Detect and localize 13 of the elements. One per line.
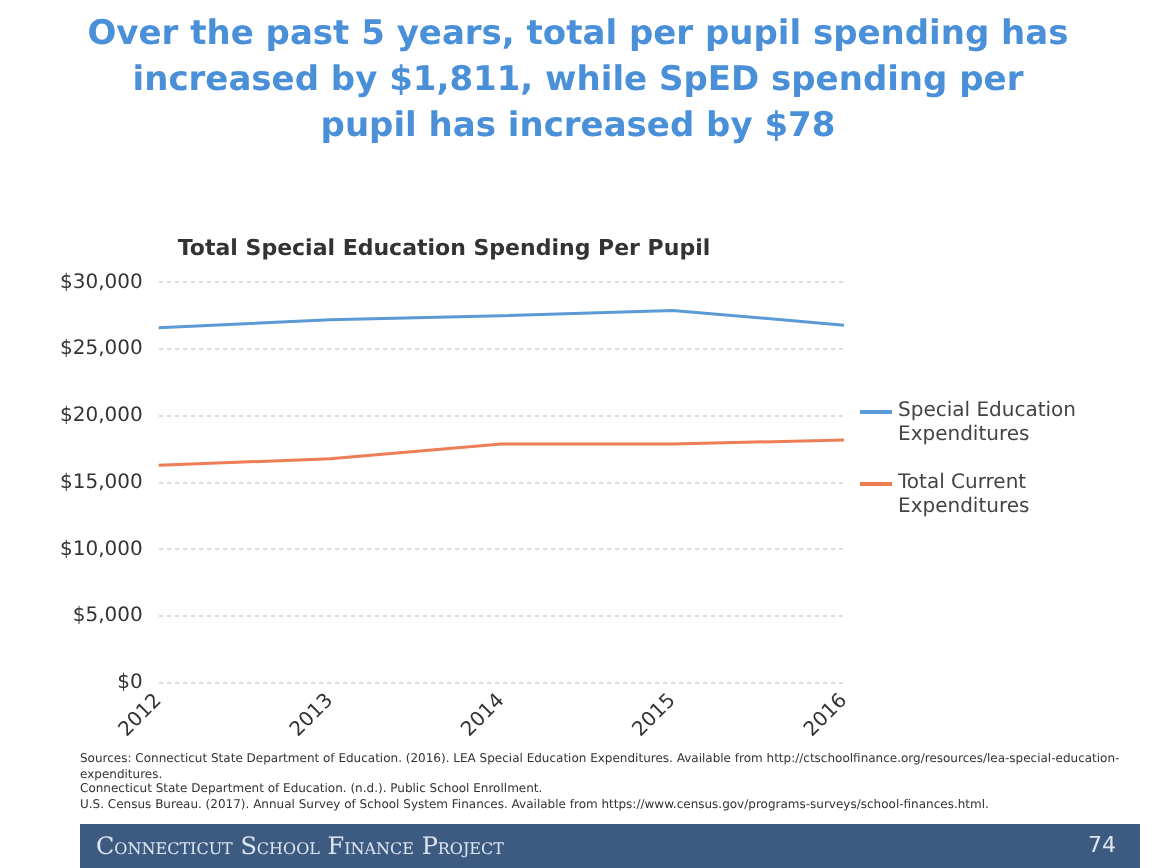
legend-label: Special Education Expenditures <box>898 400 1078 448</box>
y-tick-label: $30,000 <box>59 271 143 294</box>
chart-title: Over the past 5 years, total per pupil spending has increased by $1,811, while SpED spending per pupil has increased by $78 <box>85 12 1071 150</box>
y-tick-label: $0 <box>117 672 143 695</box>
legend-label: Total Current Expenditures <box>898 472 1032 520</box>
text: Connecticut School Finance Project <box>96 832 504 860</box>
chart-subtitle: Total Special Education Spending Per Pupil <box>177 234 711 261</box>
y-tick-label: $15,000 <box>59 471 143 494</box>
text: 74 <box>1088 832 1116 858</box>
y-tick-label: $5,000 <box>72 605 143 628</box>
y-tick-label: $20,000 <box>59 405 143 428</box>
y-tick-label: $25,000 <box>59 338 143 361</box>
y-tick-label: $10,000 <box>59 538 143 561</box>
